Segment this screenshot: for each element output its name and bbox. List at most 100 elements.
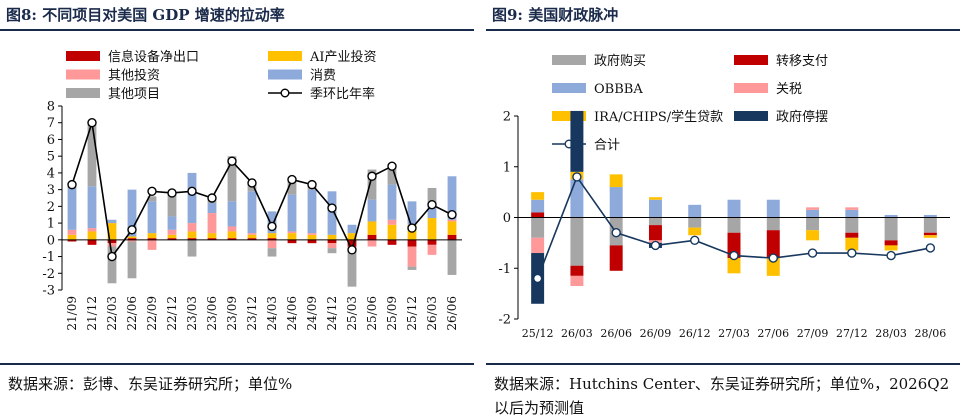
- bar: [87, 228, 97, 232]
- legend-label: AI产业投资: [309, 49, 377, 65]
- bar: [327, 243, 337, 249]
- bar: [447, 176, 457, 220]
- bar: [884, 214, 898, 218]
- bar: [806, 230, 820, 241]
- legend-label: 关税: [776, 82, 802, 97]
- line-point: [127, 225, 137, 235]
- x-tick-label: 28/03: [875, 327, 907, 340]
- line-point: [247, 178, 257, 188]
- bar: [570, 217, 584, 266]
- bar: [387, 224, 397, 240]
- y-tick-label: -1: [42, 250, 55, 265]
- line-point: [367, 171, 377, 181]
- y-tick-label: 8: [47, 100, 55, 115]
- bar: [884, 245, 898, 251]
- x-tick-label: 28/06: [915, 327, 947, 340]
- bar: [227, 156, 237, 202]
- legend-swatch: [734, 111, 768, 121]
- line-point: [267, 221, 277, 232]
- x-tick-label: 22/06: [125, 296, 139, 331]
- y-tick-label: 2: [503, 110, 511, 125]
- line-point: [167, 188, 177, 198]
- bar: [407, 246, 417, 267]
- bar: [167, 229, 177, 235]
- bar: [347, 239, 357, 247]
- legend-swatch: [66, 69, 100, 80]
- bar: [327, 239, 337, 244]
- legend-swatch: [268, 51, 302, 61]
- y-tick-label: 2: [47, 200, 55, 215]
- panel-gdp-contribution: 图8: 不同项目对美国 GDP 增速的拉动率 信息设备净出口 AI产业投资 其他投资…: [0, 0, 474, 419]
- bar: [187, 238, 197, 240]
- x-tick-label: 23/09: [225, 296, 239, 331]
- bar: [531, 217, 545, 238]
- line-point: [147, 186, 157, 197]
- bar: [367, 239, 377, 247]
- x-tick-label: 23/12: [245, 296, 259, 331]
- y-tick-label: 3: [47, 183, 55, 198]
- bar: [367, 199, 377, 222]
- bar: [147, 238, 157, 240]
- line-point: [227, 156, 237, 166]
- x-tick-label: 22/12: [165, 296, 179, 331]
- legend-label: 合计: [594, 138, 620, 153]
- line-point: [572, 172, 582, 182]
- line-point: [729, 250, 739, 261]
- bar: [247, 233, 257, 235]
- line-point: [532, 273, 543, 284]
- bar: [87, 121, 97, 187]
- bar: [167, 194, 177, 217]
- bar: [648, 197, 662, 200]
- bar: [570, 110, 584, 172]
- y-tick-label: 0: [503, 211, 511, 226]
- x-tick-label: 22/09: [145, 296, 159, 331]
- bar: [531, 212, 545, 218]
- bar: [648, 225, 662, 241]
- line-point: [690, 235, 700, 246]
- bar: [227, 226, 237, 232]
- bar: [427, 244, 437, 255]
- source-note: 数据来源：Hutchins Center、东吴证券研究所；单位%，2026Q2 …: [494, 375, 950, 417]
- legend-swatch-marker: [280, 88, 290, 98]
- bar: [407, 239, 417, 247]
- bar: [727, 232, 741, 259]
- bar: [806, 209, 820, 218]
- bar: [247, 191, 257, 234]
- bar: [648, 217, 662, 226]
- legend-swatch: [268, 69, 302, 80]
- line-point: [347, 245, 357, 255]
- bar: [447, 219, 457, 222]
- bar: [923, 232, 937, 236]
- bar: [127, 239, 137, 242]
- bar: [688, 217, 702, 228]
- line-point: [447, 210, 457, 220]
- bar: [267, 233, 277, 239]
- bar: [127, 241, 137, 279]
- bar: [727, 199, 741, 218]
- x-tick-label: 25/12: [522, 327, 554, 340]
- bar: [884, 217, 898, 241]
- bar: [531, 192, 545, 200]
- bar: [531, 199, 545, 213]
- bar: [107, 243, 117, 247]
- x-tick-label: 27/12: [836, 327, 868, 340]
- line-point: [187, 186, 197, 197]
- bar: [227, 231, 237, 239]
- bar: [267, 248, 277, 257]
- bar: [427, 187, 437, 205]
- x-tick-label: 25/09: [385, 296, 399, 331]
- legend-label: 政府停摆: [776, 109, 828, 125]
- x-tick-label: 25/03: [345, 296, 359, 331]
- line-point: [807, 248, 818, 258]
- bar: [407, 266, 417, 270]
- panel-title: 图8: 不同项目对美国 GDP 增速的拉动率: [6, 6, 285, 24]
- legend-label: 季环比年率: [310, 86, 375, 102]
- bar: [87, 186, 97, 229]
- x-tick-label: 24/12: [325, 296, 339, 331]
- x-tick-label: 27/06: [757, 327, 789, 340]
- bar: [187, 223, 197, 232]
- bar: [387, 184, 397, 220]
- bar: [287, 233, 297, 240]
- x-tick-label: 27/09: [797, 327, 829, 340]
- line-point: [427, 199, 437, 210]
